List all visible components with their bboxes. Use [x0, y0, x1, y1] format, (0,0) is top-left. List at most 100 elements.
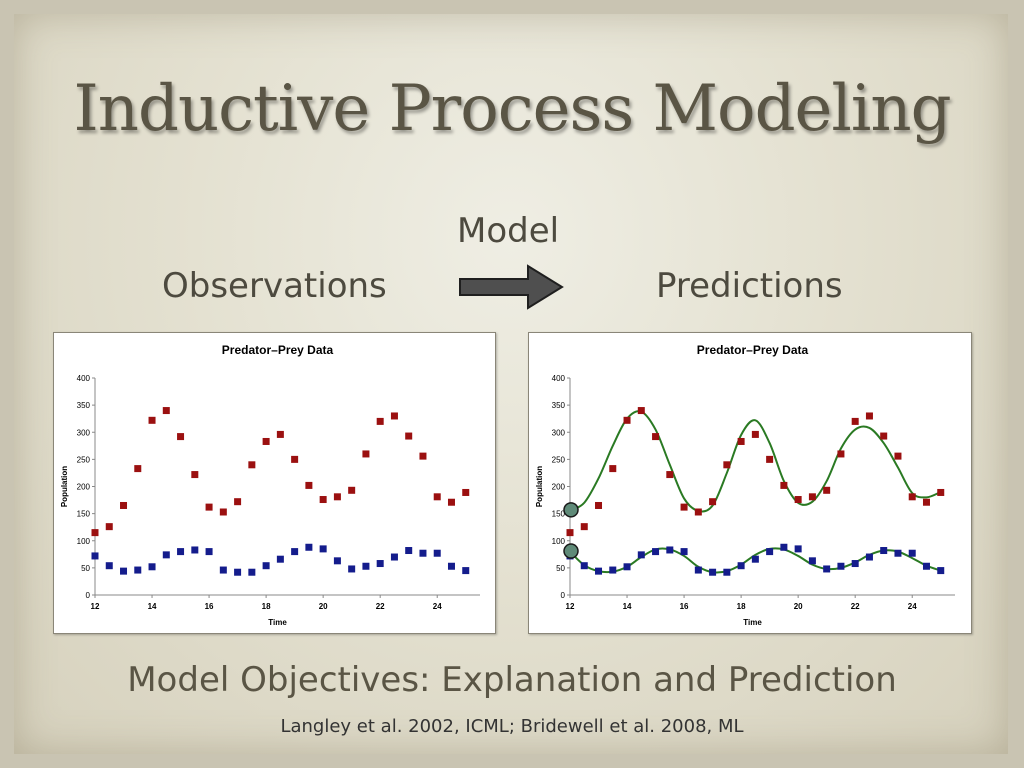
initial-condition-marker: [563, 543, 579, 559]
prey-point: [780, 543, 788, 551]
predator-point: [737, 437, 745, 445]
x-tick-label: 22: [851, 602, 860, 611]
predator-point: [908, 493, 916, 501]
x-tick-label: 16: [680, 602, 689, 611]
prey-point: [709, 568, 717, 576]
predator-point: [865, 412, 873, 420]
predator-point: [148, 416, 156, 424]
predator-point: [937, 488, 945, 496]
predator-point: [305, 481, 313, 489]
predator-point: [191, 471, 199, 479]
prey-point: [623, 563, 631, 571]
predator-point: [766, 455, 774, 463]
predator-point: [248, 461, 256, 469]
prey-point: [348, 565, 356, 573]
chart-title: Predator–Prey Data: [697, 343, 809, 357]
predator-point: [780, 481, 788, 489]
prey-point: [91, 552, 99, 560]
predator-model-curve: [569, 410, 942, 513]
prey-point: [580, 562, 588, 570]
x-tick-label: 18: [737, 602, 746, 611]
x-tick-label: 20: [794, 602, 803, 611]
x-tick-label: 12: [91, 602, 100, 611]
x-axis-label: Time: [743, 618, 762, 627]
predator-point: [808, 493, 816, 501]
prey-point: [405, 547, 413, 555]
prey-point: [234, 568, 242, 576]
predator-point: [680, 503, 688, 511]
predator-point: [276, 430, 284, 438]
y-tick-label: 350: [552, 401, 566, 410]
predator-point: [291, 455, 299, 463]
predator-point: [623, 416, 631, 424]
predator-point: [262, 437, 270, 445]
prey-point: [447, 562, 455, 570]
predator-point: [447, 498, 455, 506]
prey-point: [205, 548, 213, 556]
right-arrow-icon: [459, 264, 564, 310]
predator-point: [362, 450, 370, 458]
prey-point: [694, 566, 702, 574]
prey-point: [148, 563, 156, 571]
predator-point: [333, 493, 341, 501]
prey-point: [766, 548, 774, 556]
y-axis-label: Population: [60, 466, 69, 507]
predator-point: [637, 407, 645, 415]
prey-point: [319, 545, 327, 553]
prey-point: [894, 549, 902, 557]
x-tick-label: 24: [908, 602, 917, 611]
predator-point: [652, 433, 660, 441]
predator-point: [666, 471, 674, 479]
prey-point: [652, 548, 660, 556]
x-tick-label: 22: [376, 602, 385, 611]
prey-point: [666, 546, 674, 554]
x-tick-label: 12: [566, 602, 575, 611]
predator-point: [880, 432, 888, 440]
prey-point: [219, 566, 227, 574]
predator-point: [433, 493, 441, 501]
predator-point: [105, 523, 113, 531]
model-label: Model: [457, 211, 560, 251]
predator-point: [922, 498, 930, 506]
x-tick-label: 14: [148, 602, 157, 611]
prey-point: [723, 568, 731, 576]
observations-label: Observations: [162, 266, 387, 306]
predator-point: [162, 407, 170, 415]
prey-point: [120, 567, 128, 575]
predator-point: [823, 486, 831, 494]
y-tick-label: 200: [77, 483, 91, 492]
y-tick-label: 350: [77, 401, 91, 410]
prey-point: [433, 549, 441, 557]
prey-point: [191, 546, 199, 554]
prey-point: [276, 555, 284, 563]
predator-point: [205, 503, 213, 511]
predator-point: [177, 433, 185, 441]
predator-point: [120, 501, 128, 509]
predator-point: [134, 465, 142, 473]
y-tick-label: 400: [552, 374, 566, 383]
x-tick-label: 24: [433, 602, 442, 611]
prey-point: [865, 553, 873, 561]
prey-point: [333, 557, 341, 565]
predator-point: [709, 498, 717, 506]
y-tick-label: 200: [552, 483, 566, 492]
prey-point: [305, 543, 313, 551]
prey-point: [419, 549, 427, 557]
x-axis-label: Time: [268, 618, 287, 627]
prey-point: [880, 547, 888, 555]
y-tick-label: 0: [561, 591, 566, 600]
predator-point: [851, 417, 859, 425]
prey-point: [291, 548, 299, 556]
y-tick-label: 250: [552, 455, 566, 464]
prey-point: [808, 557, 816, 565]
predator-point: [694, 508, 702, 516]
prey-point: [177, 548, 185, 556]
predator-point: [580, 523, 588, 531]
prey-point: [362, 562, 370, 570]
prey-point: [680, 548, 688, 556]
y-axis-label: Population: [535, 466, 544, 507]
predator-point: [462, 488, 470, 496]
observations-chart-panel: Predator–Prey Data 0 50 100 150 200 250 300 350 4…: [53, 332, 496, 634]
y-tick-label: 250: [77, 455, 91, 464]
prey-point: [794, 545, 802, 553]
